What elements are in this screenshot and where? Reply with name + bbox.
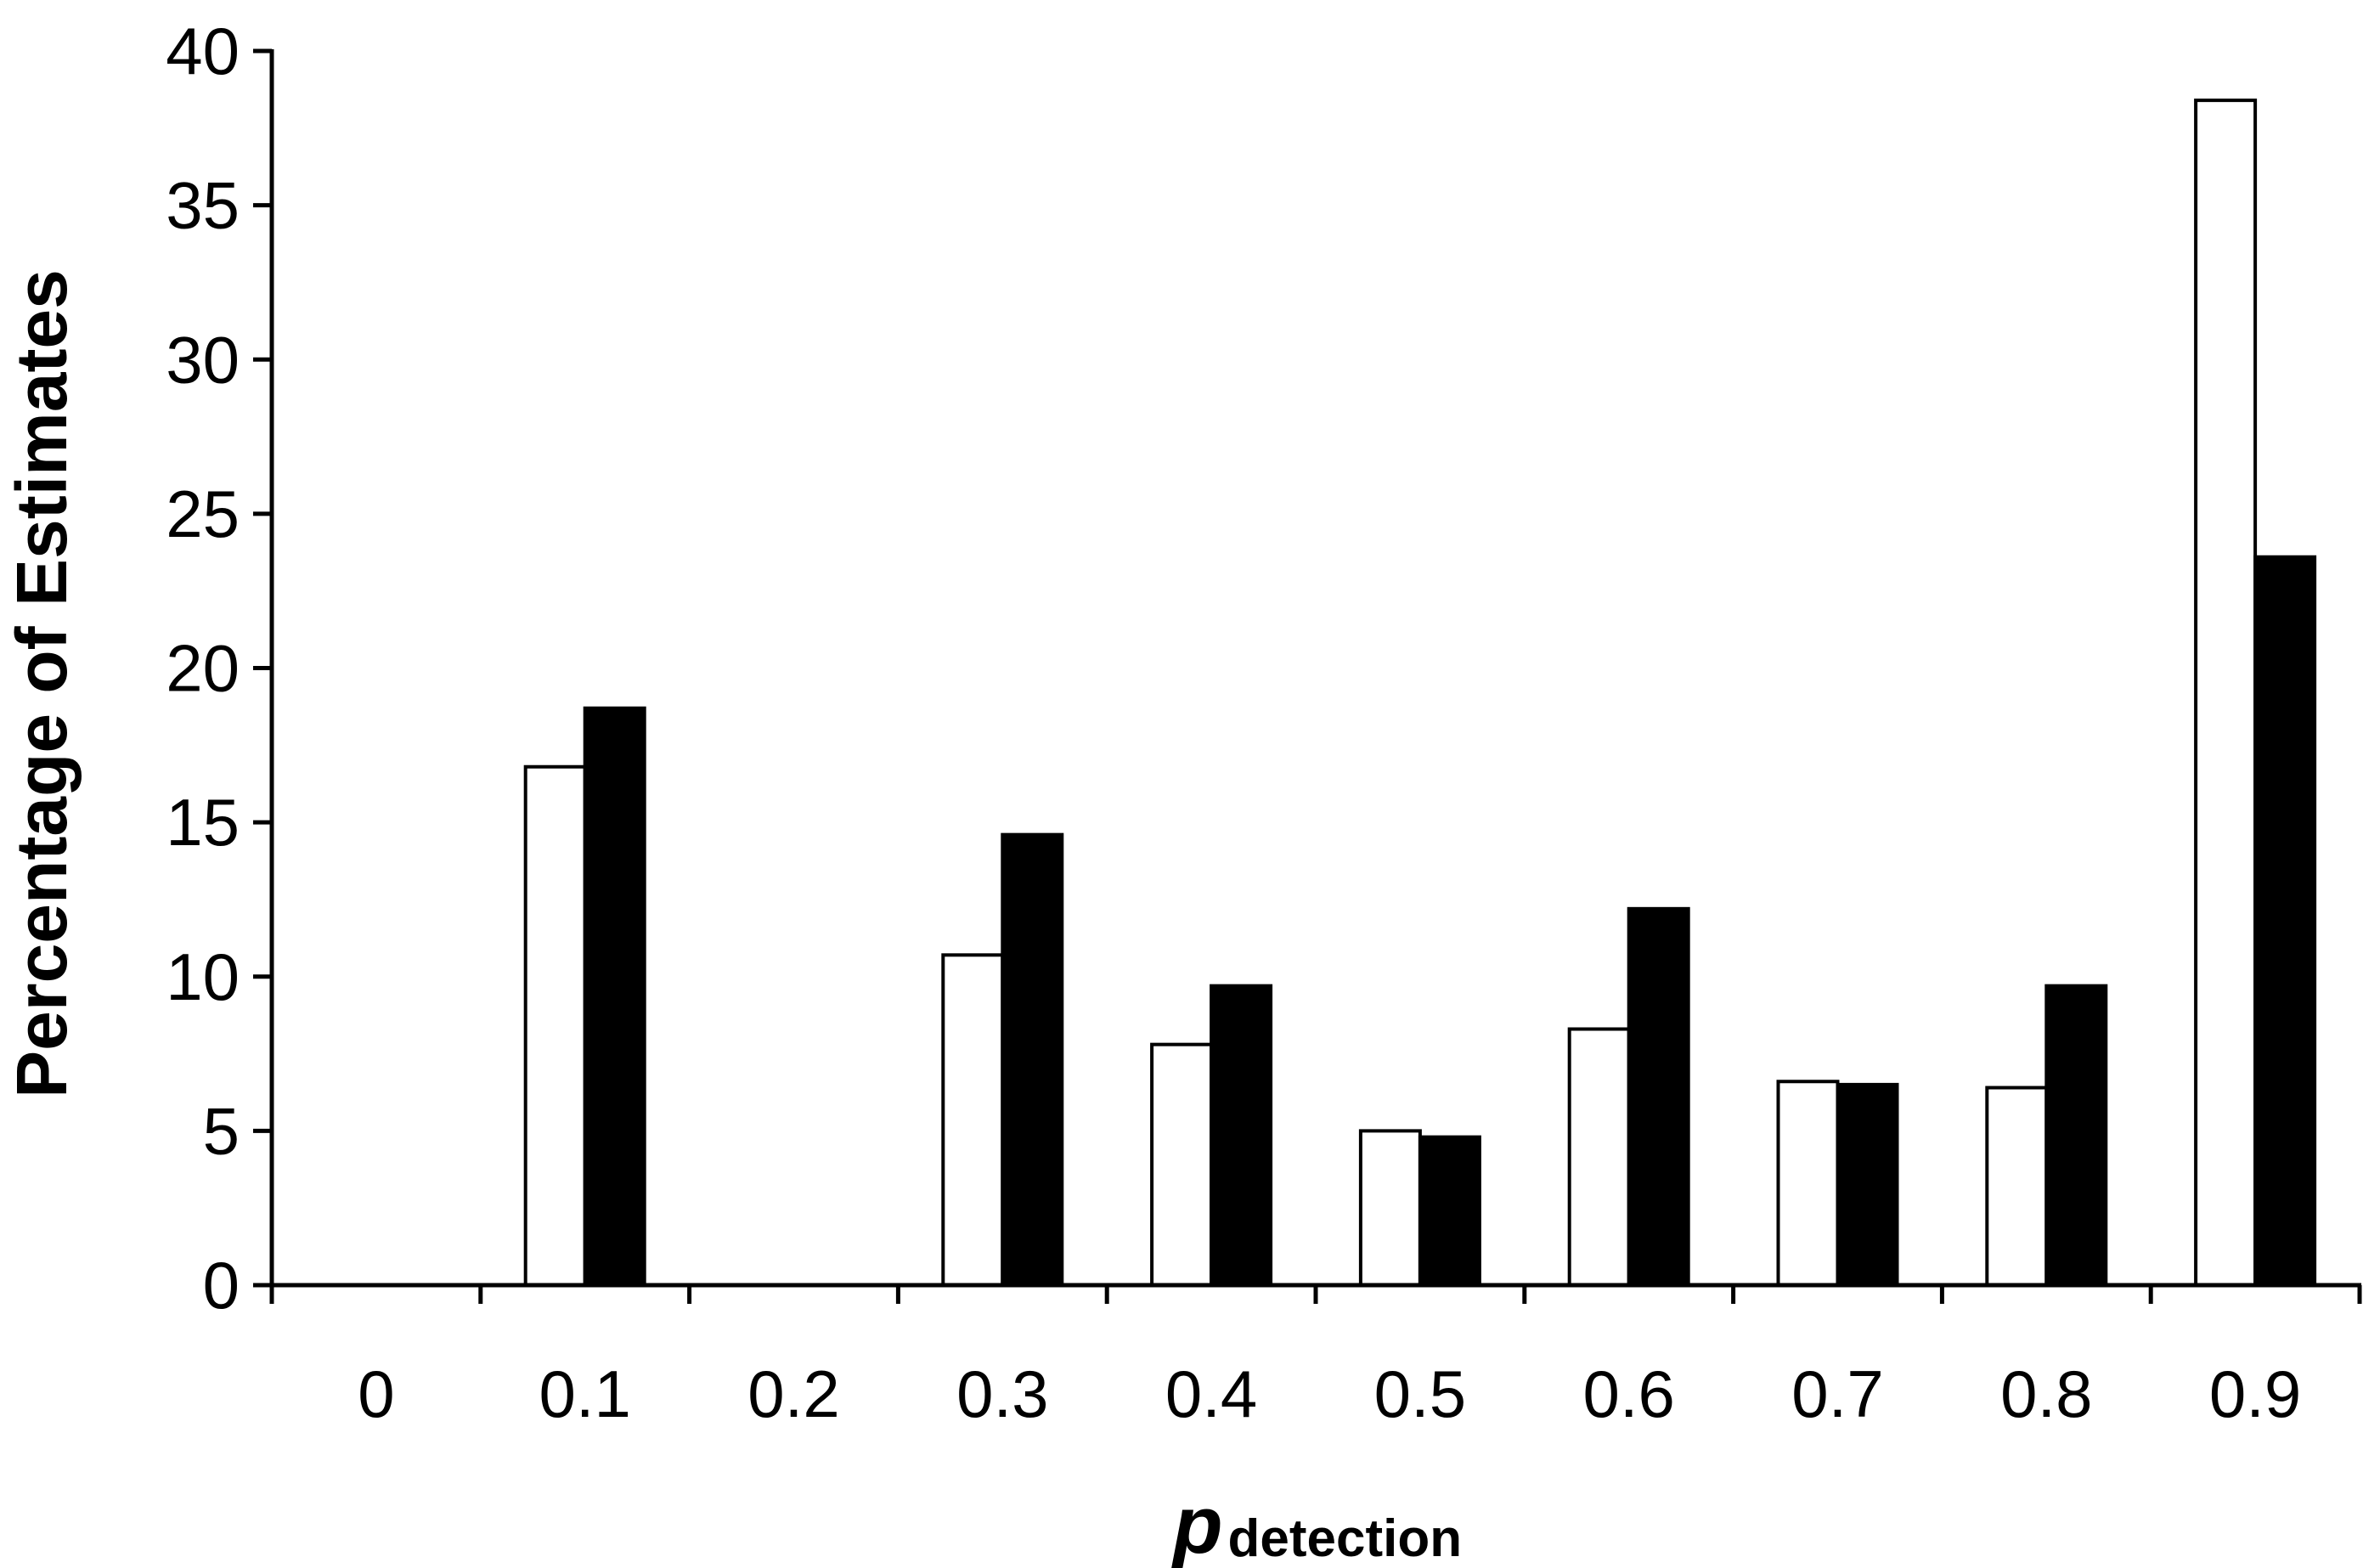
bar-series1-0.7 bbox=[1776, 1080, 1840, 1287]
x-tick-label: 0.4 bbox=[1165, 1356, 1257, 1431]
bar-series1-0.3 bbox=[941, 953, 1005, 1287]
y-tick-label: 5 bbox=[203, 1093, 240, 1168]
x-axis-label: pdetection bbox=[1170, 1480, 1462, 1568]
bar-series1-0.9 bbox=[2194, 99, 2258, 1288]
x-tick-label: 0.3 bbox=[956, 1356, 1048, 1431]
x-tick-label: 0.6 bbox=[1582, 1356, 1674, 1431]
bar-series2-0.4 bbox=[1210, 984, 1273, 1287]
bar-series2-0.5 bbox=[1418, 1135, 1481, 1288]
y-tick-label: 15 bbox=[166, 785, 240, 860]
bar-series2-0.1 bbox=[583, 706, 646, 1287]
y-ticks-group: 0 5 10 15 20 25 30 35 40 bbox=[166, 14, 272, 1323]
bar-series1-0.1 bbox=[523, 764, 587, 1287]
y-tick-label: 30 bbox=[166, 322, 240, 397]
y-tick-label: 0 bbox=[203, 1248, 240, 1323]
x-tick-label: 0 bbox=[358, 1356, 394, 1431]
bars-group bbox=[523, 99, 2317, 1288]
y-tick-label: 35 bbox=[166, 168, 240, 243]
x-tick-label: 0.9 bbox=[2209, 1356, 2301, 1431]
x-ticks-group: 0 0.1 0.2 0.3 0.4 0.5 0.6 0.7 0.8 0.9 bbox=[269, 1285, 2362, 1431]
x-tick-label: 0.5 bbox=[1374, 1356, 1466, 1431]
x-tick-label: 0.7 bbox=[1791, 1356, 1883, 1431]
x-axis-label-main: p bbox=[1170, 1480, 1223, 1568]
x-tick-label: 0.1 bbox=[539, 1356, 630, 1431]
x-axis-label-sub: detection bbox=[1228, 1509, 1463, 1568]
y-tick-label: 10 bbox=[166, 939, 240, 1014]
bar-series1-0.8 bbox=[1985, 1086, 2049, 1288]
y-tick-label: 20 bbox=[166, 631, 240, 706]
bar-series2-0.6 bbox=[1627, 906, 1690, 1287]
bar-series2-0.3 bbox=[1001, 832, 1064, 1287]
bar-series2-0.9 bbox=[2253, 555, 2317, 1287]
x-tick-label: 0.2 bbox=[747, 1356, 839, 1431]
y-axis-label: Percentage of Estimates bbox=[2, 269, 82, 1098]
bar-series2-0.7 bbox=[1836, 1082, 1899, 1287]
bar-series1-0.6 bbox=[1567, 1027, 1631, 1287]
bar-series1-0.4 bbox=[1150, 1042, 1214, 1288]
bar-series2-0.8 bbox=[2044, 984, 2108, 1287]
bar-series1-0.5 bbox=[1358, 1129, 1422, 1287]
y-tick-label: 40 bbox=[166, 14, 240, 88]
x-tick-label: 0.8 bbox=[2000, 1356, 2092, 1431]
y-tick-label: 25 bbox=[166, 477, 240, 551]
